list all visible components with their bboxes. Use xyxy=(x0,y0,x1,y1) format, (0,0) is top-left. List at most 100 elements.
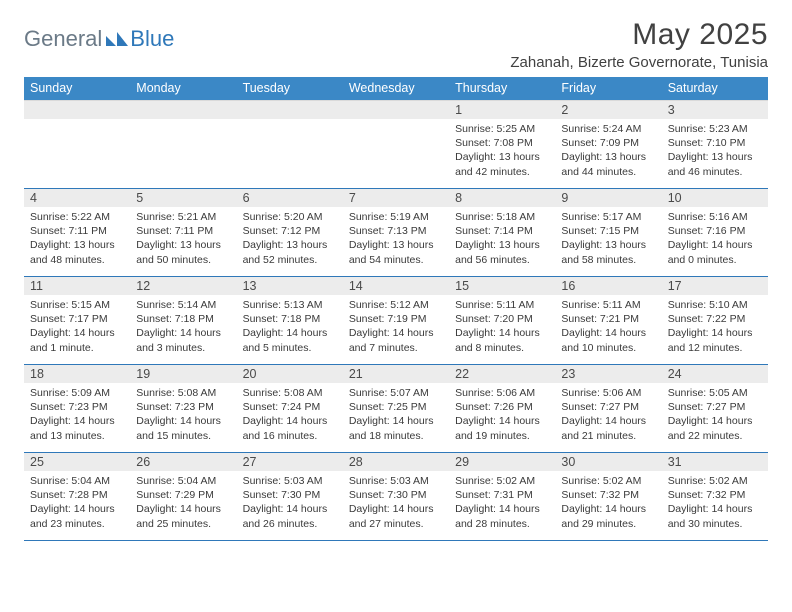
day-details: Sunrise: 5:03 AMSunset: 7:30 PMDaylight:… xyxy=(237,471,343,534)
day-number: 24 xyxy=(662,365,768,383)
header: General Blue May 2025 Zahanah, Bizerte G… xyxy=(24,18,768,71)
calendar-day-cell: 19Sunrise: 5:08 AMSunset: 7:23 PMDayligh… xyxy=(130,365,236,453)
calendar-empty-cell xyxy=(237,101,343,189)
day-details: Sunrise: 5:02 AMSunset: 7:32 PMDaylight:… xyxy=(555,471,661,534)
day-details: Sunrise: 5:14 AMSunset: 7:18 PMDaylight:… xyxy=(130,295,236,358)
title-block: May 2025 Zahanah, Bizerte Governorate, T… xyxy=(510,18,768,71)
logo: General Blue xyxy=(24,18,174,52)
calendar-day-cell: 11Sunrise: 5:15 AMSunset: 7:17 PMDayligh… xyxy=(24,277,130,365)
day-number: 2 xyxy=(555,101,661,119)
day-details: Sunrise: 5:21 AMSunset: 7:11 PMDaylight:… xyxy=(130,207,236,270)
day-number: 27 xyxy=(237,453,343,471)
calendar-day-cell: 24Sunrise: 5:05 AMSunset: 7:27 PMDayligh… xyxy=(662,365,768,453)
weekday-header: Wednesday xyxy=(343,77,449,101)
day-number: 28 xyxy=(343,453,449,471)
calendar-day-cell: 17Sunrise: 5:10 AMSunset: 7:22 PMDayligh… xyxy=(662,277,768,365)
day-details: Sunrise: 5:15 AMSunset: 7:17 PMDaylight:… xyxy=(24,295,130,358)
day-number: 20 xyxy=(237,365,343,383)
calendar-day-cell: 22Sunrise: 5:06 AMSunset: 7:26 PMDayligh… xyxy=(449,365,555,453)
day-details: Sunrise: 5:08 AMSunset: 7:23 PMDaylight:… xyxy=(130,383,236,446)
weekday-header: Friday xyxy=(555,77,661,101)
logo-text-1: General xyxy=(24,26,102,52)
calendar-day-cell: 3Sunrise: 5:23 AMSunset: 7:10 PMDaylight… xyxy=(662,101,768,189)
day-number: 29 xyxy=(449,453,555,471)
weekday-header: Tuesday xyxy=(237,77,343,101)
calendar-day-cell: 18Sunrise: 5:09 AMSunset: 7:23 PMDayligh… xyxy=(24,365,130,453)
calendar-day-cell: 5Sunrise: 5:21 AMSunset: 7:11 PMDaylight… xyxy=(130,189,236,277)
weekday-header: Monday xyxy=(130,77,236,101)
calendar-day-cell: 27Sunrise: 5:03 AMSunset: 7:30 PMDayligh… xyxy=(237,453,343,541)
day-number xyxy=(237,101,343,119)
day-details: Sunrise: 5:07 AMSunset: 7:25 PMDaylight:… xyxy=(343,383,449,446)
day-number: 25 xyxy=(24,453,130,471)
calendar-week-row: 1Sunrise: 5:25 AMSunset: 7:08 PMDaylight… xyxy=(24,101,768,189)
calendar-body: 1Sunrise: 5:25 AMSunset: 7:08 PMDaylight… xyxy=(24,101,768,541)
day-details: Sunrise: 5:06 AMSunset: 7:27 PMDaylight:… xyxy=(555,383,661,446)
calendar-day-cell: 6Sunrise: 5:20 AMSunset: 7:12 PMDaylight… xyxy=(237,189,343,277)
calendar-day-cell: 14Sunrise: 5:12 AMSunset: 7:19 PMDayligh… xyxy=(343,277,449,365)
location: Zahanah, Bizerte Governorate, Tunisia xyxy=(510,54,768,71)
calendar-day-cell: 10Sunrise: 5:16 AMSunset: 7:16 PMDayligh… xyxy=(662,189,768,277)
day-details: Sunrise: 5:24 AMSunset: 7:09 PMDaylight:… xyxy=(555,119,661,182)
day-number: 19 xyxy=(130,365,236,383)
calendar-day-cell: 8Sunrise: 5:18 AMSunset: 7:14 PMDaylight… xyxy=(449,189,555,277)
day-details: Sunrise: 5:22 AMSunset: 7:11 PMDaylight:… xyxy=(24,207,130,270)
calendar-week-row: 18Sunrise: 5:09 AMSunset: 7:23 PMDayligh… xyxy=(24,365,768,453)
day-number: 3 xyxy=(662,101,768,119)
day-number: 22 xyxy=(449,365,555,383)
calendar-day-cell: 15Sunrise: 5:11 AMSunset: 7:20 PMDayligh… xyxy=(449,277,555,365)
day-details: Sunrise: 5:06 AMSunset: 7:26 PMDaylight:… xyxy=(449,383,555,446)
calendar-day-cell: 20Sunrise: 5:08 AMSunset: 7:24 PMDayligh… xyxy=(237,365,343,453)
day-details: Sunrise: 5:05 AMSunset: 7:27 PMDaylight:… xyxy=(662,383,768,446)
day-details: Sunrise: 5:04 AMSunset: 7:29 PMDaylight:… xyxy=(130,471,236,534)
day-details: Sunrise: 5:16 AMSunset: 7:16 PMDaylight:… xyxy=(662,207,768,270)
calendar-day-cell: 31Sunrise: 5:02 AMSunset: 7:32 PMDayligh… xyxy=(662,453,768,541)
day-details: Sunrise: 5:25 AMSunset: 7:08 PMDaylight:… xyxy=(449,119,555,182)
logo-icon xyxy=(106,30,128,48)
day-number: 5 xyxy=(130,189,236,207)
day-details: Sunrise: 5:23 AMSunset: 7:10 PMDaylight:… xyxy=(662,119,768,182)
day-details: Sunrise: 5:17 AMSunset: 7:15 PMDaylight:… xyxy=(555,207,661,270)
weekday-header: Thursday xyxy=(449,77,555,101)
day-details: Sunrise: 5:09 AMSunset: 7:23 PMDaylight:… xyxy=(24,383,130,446)
day-number xyxy=(130,101,236,119)
logo-text-2: Blue xyxy=(130,26,174,52)
calendar-day-cell: 1Sunrise: 5:25 AMSunset: 7:08 PMDaylight… xyxy=(449,101,555,189)
day-number: 15 xyxy=(449,277,555,295)
day-number: 1 xyxy=(449,101,555,119)
calendar-day-cell: 9Sunrise: 5:17 AMSunset: 7:15 PMDaylight… xyxy=(555,189,661,277)
day-number: 8 xyxy=(449,189,555,207)
calendar-week-row: 11Sunrise: 5:15 AMSunset: 7:17 PMDayligh… xyxy=(24,277,768,365)
day-number: 16 xyxy=(555,277,661,295)
day-details: Sunrise: 5:11 AMSunset: 7:21 PMDaylight:… xyxy=(555,295,661,358)
calendar-day-cell: 12Sunrise: 5:14 AMSunset: 7:18 PMDayligh… xyxy=(130,277,236,365)
day-details: Sunrise: 5:04 AMSunset: 7:28 PMDaylight:… xyxy=(24,471,130,534)
day-details: Sunrise: 5:18 AMSunset: 7:14 PMDaylight:… xyxy=(449,207,555,270)
calendar-day-cell: 23Sunrise: 5:06 AMSunset: 7:27 PMDayligh… xyxy=(555,365,661,453)
calendar-day-cell: 13Sunrise: 5:13 AMSunset: 7:18 PMDayligh… xyxy=(237,277,343,365)
day-details: Sunrise: 5:03 AMSunset: 7:30 PMDaylight:… xyxy=(343,471,449,534)
weekday-header: Sunday xyxy=(24,77,130,101)
calendar-week-row: 25Sunrise: 5:04 AMSunset: 7:28 PMDayligh… xyxy=(24,453,768,541)
day-number: 12 xyxy=(130,277,236,295)
calendar-table: SundayMondayTuesdayWednesdayThursdayFrid… xyxy=(24,77,768,541)
day-number: 9 xyxy=(555,189,661,207)
calendar-day-cell: 29Sunrise: 5:02 AMSunset: 7:31 PMDayligh… xyxy=(449,453,555,541)
weekday-header: Saturday xyxy=(662,77,768,101)
day-number: 13 xyxy=(237,277,343,295)
day-number: 26 xyxy=(130,453,236,471)
day-details: Sunrise: 5:12 AMSunset: 7:19 PMDaylight:… xyxy=(343,295,449,358)
day-number: 10 xyxy=(662,189,768,207)
day-details: Sunrise: 5:10 AMSunset: 7:22 PMDaylight:… xyxy=(662,295,768,358)
calendar-empty-cell xyxy=(24,101,130,189)
calendar-day-cell: 26Sunrise: 5:04 AMSunset: 7:29 PMDayligh… xyxy=(130,453,236,541)
calendar-day-cell: 21Sunrise: 5:07 AMSunset: 7:25 PMDayligh… xyxy=(343,365,449,453)
calendar-day-cell: 30Sunrise: 5:02 AMSunset: 7:32 PMDayligh… xyxy=(555,453,661,541)
day-number: 6 xyxy=(237,189,343,207)
day-details: Sunrise: 5:13 AMSunset: 7:18 PMDaylight:… xyxy=(237,295,343,358)
calendar-week-row: 4Sunrise: 5:22 AMSunset: 7:11 PMDaylight… xyxy=(24,189,768,277)
day-details: Sunrise: 5:20 AMSunset: 7:12 PMDaylight:… xyxy=(237,207,343,270)
day-details: Sunrise: 5:11 AMSunset: 7:20 PMDaylight:… xyxy=(449,295,555,358)
calendar-day-cell: 4Sunrise: 5:22 AMSunset: 7:11 PMDaylight… xyxy=(24,189,130,277)
day-number: 23 xyxy=(555,365,661,383)
